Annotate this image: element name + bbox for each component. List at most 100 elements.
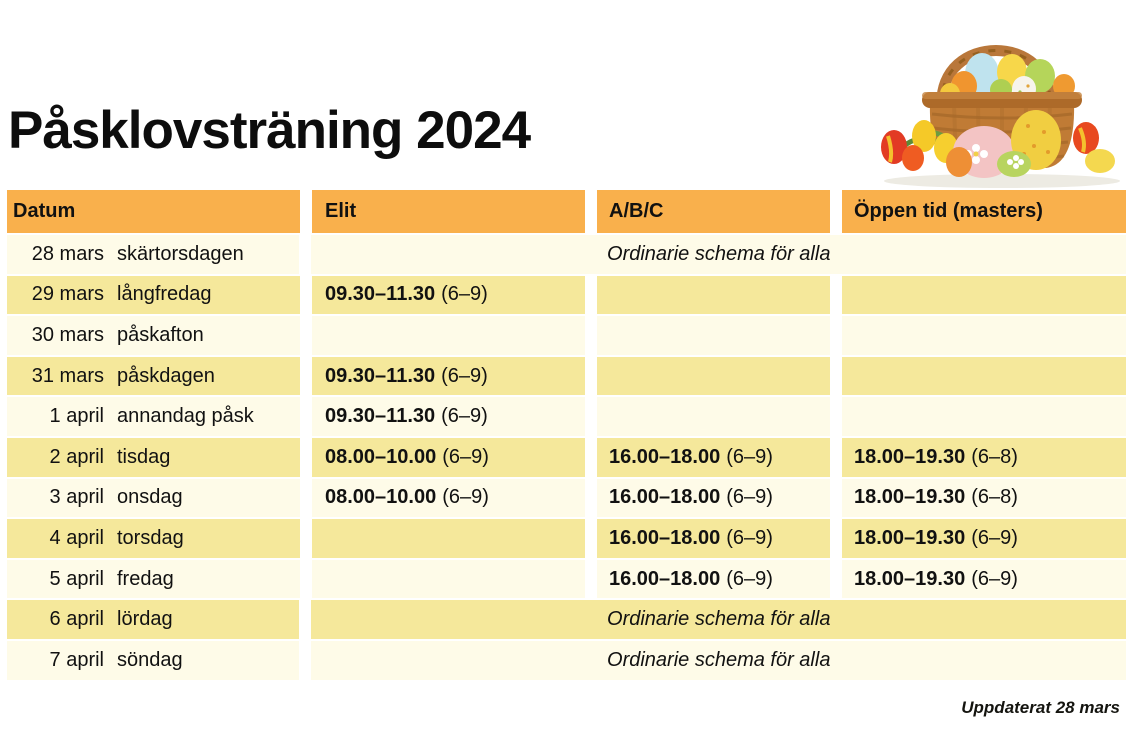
date-cell: 29 mars långfredag — [7, 275, 300, 315]
day-label: onsdag — [117, 486, 183, 509]
table-row: 4 april torsdag 16.00–18.00 (6–9) 18.00–19… — [7, 519, 1126, 558]
age-group: (6–9) — [726, 445, 773, 468]
column-gutter — [830, 356, 842, 396]
ordinary-schedule-note: Ordinarie schema för alla — [607, 608, 831, 631]
merged-note-cell: Ordinarie schema för alla — [311, 235, 1126, 274]
table-row: 31 mars påskdagen 09.30–11.30 (6–9) — [7, 356, 1126, 396]
day-label: påskdagen — [117, 364, 215, 387]
column-gutter — [300, 559, 312, 599]
time-range: 18.00–19.30 — [854, 445, 966, 468]
table-row: 1 april annandag påsk 09.30–11.30 (6–9) — [7, 397, 1126, 436]
age-group: (6–9) — [442, 486, 489, 509]
date-cell: 30 mars påskafton — [7, 316, 300, 355]
oppen-tid-cell: 18.00–19.30 (6–9) — [842, 519, 1126, 558]
time-range: 09.30–11.30 — [325, 405, 436, 428]
table-row: 5 april fredag 16.00–18.00 (6–9) 18.00–19.… — [7, 559, 1126, 599]
date-cell: 2 april tisdag — [7, 437, 300, 477]
day-label: fredag — [117, 567, 174, 590]
abc-cell: 16.00–18.00 (6–9) — [597, 519, 830, 558]
table-row: 30 mars påskafton — [7, 316, 1126, 355]
date-cell: 1 april annandag påsk — [7, 397, 300, 436]
header-label: A/B/C — [609, 200, 664, 222]
elit-cell: 09.30–11.30 (6–9) — [312, 397, 585, 436]
table-header-row: Datum Elit A/B/C Öppen tid (masters) — [7, 190, 1126, 233]
age-group: (6–9) — [441, 364, 488, 387]
day-label: påskafton — [117, 323, 204, 346]
date-cell: 31 mars påskdagen — [7, 356, 300, 396]
day-label: söndag — [117, 648, 183, 671]
age-group: (6–9) — [726, 486, 773, 509]
column-gutter — [299, 235, 312, 274]
oppen-tid-cell — [842, 397, 1126, 436]
column-gutter — [300, 397, 312, 436]
elit-cell: 08.00–10.00 (6–9) — [312, 437, 585, 477]
elit-cell: 08.00–10.00 (6–9) — [312, 478, 585, 518]
table-row: 3 april onsdag 08.00–10.00 (6–9) 16.00–18.… — [7, 478, 1126, 518]
date-label: 31 mars — [31, 364, 104, 387]
age-group: (6–8) — [971, 445, 1018, 468]
column-gutter — [300, 356, 312, 396]
age-group: (6–9) — [971, 526, 1018, 549]
column-gutter — [830, 316, 842, 355]
column-gutter — [300, 437, 312, 477]
schedule-table: Datum Elit A/B/C Öppen tid (masters) 28 … — [7, 190, 1126, 682]
time-range: 16.00–18.00 — [609, 567, 721, 590]
date-label: 7 april — [49, 648, 104, 671]
date-cell: 7 april söndag — [7, 640, 300, 680]
merged-note-cell: Ordinarie schema för alla — [311, 600, 1126, 639]
easter-basket-icon — [881, 45, 1120, 188]
time-range: 18.00–19.30 — [854, 526, 966, 549]
table-row: 29 mars långfredag 09.30–11.30 (6–9) — [7, 275, 1126, 315]
age-group: (6–9) — [726, 567, 773, 590]
column-gutter — [585, 519, 597, 558]
oppen-tid-cell — [842, 275, 1126, 315]
column-header-datum: Datum — [7, 190, 300, 233]
header-label: Datum — [13, 200, 76, 222]
column-gutter — [585, 397, 597, 436]
date-cell: 6 april lördag — [7, 600, 300, 639]
column-gutter — [830, 437, 842, 477]
column-gutter — [830, 190, 842, 233]
time-range: 16.00–18.00 — [609, 486, 721, 509]
header-label: Elit — [325, 200, 357, 222]
time-range: 18.00–19.30 — [854, 567, 966, 590]
column-gutter — [299, 640, 312, 680]
header-label: Öppen tid (masters) — [854, 200, 1043, 222]
table-row: 28 mars skärtorsdagen Ordinarie schema fö… — [7, 235, 1126, 274]
abc-cell — [597, 356, 830, 396]
column-gutter — [585, 275, 597, 315]
elit-cell — [312, 519, 585, 558]
column-header-oppen-tid: Öppen tid (masters) — [842, 190, 1126, 233]
date-label: 5 april — [49, 567, 104, 590]
column-gutter — [830, 397, 842, 436]
oppen-tid-cell: 18.00–19.30 (6–9) — [842, 559, 1126, 599]
table-row: 6 april lördag Ordinarie schema för alla — [7, 600, 1126, 639]
column-gutter — [585, 437, 597, 477]
column-gutter — [300, 275, 312, 315]
oppen-tid-cell: 18.00–19.30 (6–8) — [842, 437, 1126, 477]
column-gutter — [300, 316, 312, 355]
ordinary-schedule-note: Ordinarie schema för alla — [607, 648, 831, 671]
abc-cell — [597, 316, 830, 355]
day-label: tisdag — [117, 445, 171, 468]
table-row: 2 april tisdag 08.00–10.00 (6–9) 16.00–18.… — [7, 437, 1126, 477]
date-cell: 28 mars skärtorsdagen — [7, 235, 300, 274]
age-group: (6–9) — [441, 283, 488, 306]
oppen-tid-cell: 18.00–19.30 (6–8) — [842, 478, 1126, 518]
elit-cell: 09.30–11.30 (6–9) — [312, 275, 585, 315]
date-label: 2 april — [49, 445, 104, 468]
time-range: 16.00–18.00 — [609, 526, 721, 549]
time-range: 09.30–11.30 — [325, 364, 436, 387]
date-cell: 5 april fredag — [7, 559, 300, 599]
date-label: 29 mars — [31, 283, 104, 306]
column-gutter — [585, 356, 597, 396]
column-gutter — [585, 190, 597, 233]
date-cell: 3 april onsdag — [7, 478, 300, 518]
day-label: torsdag — [117, 526, 184, 549]
day-label: lördag — [117, 608, 173, 631]
date-label: 6 april — [49, 608, 104, 631]
merged-note-cell: Ordinarie schema för alla — [311, 640, 1126, 680]
day-label: långfredag — [117, 283, 212, 306]
abc-cell: 16.00–18.00 (6–9) — [597, 478, 830, 518]
updated-note: Uppdaterat 28 mars — [961, 698, 1120, 717]
